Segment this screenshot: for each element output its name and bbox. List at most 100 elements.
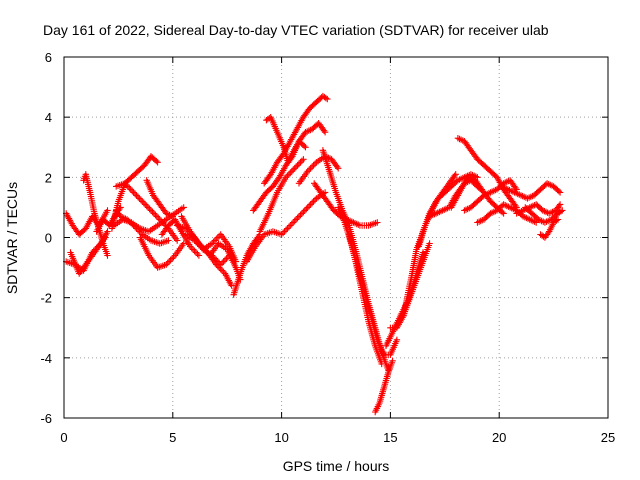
- y-tick-label: 6: [45, 50, 52, 65]
- data-point: [308, 163, 316, 170]
- data-point: [168, 255, 176, 262]
- series-arc-38: [498, 180, 564, 202]
- data-point: [153, 157, 160, 165]
- data-point: [192, 249, 200, 256]
- data-point: [300, 208, 307, 216]
- data-point: [302, 144, 309, 151]
- x-tick-label: 15: [383, 430, 397, 445]
- data-point: [152, 211, 159, 219]
- data-point: [555, 188, 562, 195]
- data-point: [214, 234, 221, 241]
- data-point: [292, 216, 300, 223]
- data-point: [306, 166, 313, 173]
- data-point: [126, 184, 133, 192]
- data-point: [131, 190, 139, 198]
- x-axis-label: GPS time / hours: [283, 458, 390, 474]
- data-point: [290, 166, 297, 173]
- data-point: [134, 193, 142, 201]
- data-point: [290, 219, 297, 226]
- data-point: [188, 244, 195, 252]
- data-point: [321, 129, 329, 136]
- data-point: [545, 229, 552, 237]
- data-point: [500, 210, 507, 217]
- data-point: [278, 231, 285, 238]
- series-arc-37: [474, 201, 540, 226]
- axis-ticks: 0 5 10 15 20 25 -6 -4 -2 0 2 4 6: [40, 50, 615, 445]
- data-point: [139, 198, 146, 205]
- x-tick-label: 0: [60, 430, 67, 445]
- y-tick-label: 2: [45, 170, 52, 185]
- data-point: [218, 267, 226, 274]
- series-arc-11: [137, 234, 187, 271]
- series-arc-18: [243, 189, 329, 265]
- data-point: [333, 163, 341, 170]
- data-point: [163, 261, 170, 268]
- series-arc-23: [295, 153, 342, 187]
- data-point: [287, 169, 294, 176]
- data-point: [189, 246, 197, 253]
- series-arc-41: [537, 216, 562, 241]
- x-tick-label: 20: [492, 430, 506, 445]
- data-point: [288, 168, 295, 175]
- data-point: [143, 202, 150, 210]
- data-point: [291, 217, 298, 225]
- data-point: [191, 247, 198, 255]
- data-point: [285, 171, 293, 178]
- data-point: [140, 199, 147, 207]
- series-arc-40: [522, 204, 566, 226]
- data-point: [220, 258, 227, 265]
- data-point: [512, 184, 519, 192]
- y-tick-label: 0: [45, 231, 52, 246]
- data-point: [187, 243, 194, 250]
- x-tick-label: 10: [274, 430, 288, 445]
- data-point: [154, 159, 161, 166]
- series-arc-15: [174, 222, 240, 265]
- data-point: [167, 256, 174, 264]
- series-arc-16: [206, 240, 244, 283]
- data-point: [378, 360, 385, 368]
- data-point: [324, 95, 331, 103]
- data-point: [311, 196, 319, 204]
- data-point: [335, 165, 342, 172]
- data-point: [137, 196, 145, 204]
- data-point: [295, 213, 303, 220]
- series-arc-36: [461, 177, 520, 214]
- data-point: [208, 240, 216, 247]
- series-arc-5: [93, 204, 124, 235]
- y-tick-label: -4: [40, 351, 52, 366]
- data-point: [559, 207, 566, 214]
- data-point: [189, 232, 197, 240]
- data-point: [301, 142, 308, 150]
- data-point: [150, 210, 158, 217]
- data-point: [297, 159, 304, 166]
- data-point: [322, 94, 329, 102]
- data-point: [452, 171, 459, 178]
- data-point: [284, 225, 291, 232]
- series-arc-35: [448, 177, 507, 217]
- data-point: [298, 210, 306, 217]
- data-point: [211, 237, 219, 244]
- data-point: [149, 208, 156, 216]
- data-point: [374, 219, 381, 226]
- data-point: [153, 213, 160, 220]
- data-point: [144, 204, 152, 211]
- data-point: [188, 231, 195, 238]
- data-point: [555, 202, 563, 210]
- data-point: [308, 199, 316, 207]
- data-point: [194, 250, 201, 258]
- grid: [64, 57, 608, 418]
- data-point: [218, 259, 226, 267]
- data-point: [294, 162, 301, 169]
- series-arc-28: [372, 357, 396, 416]
- series-arc-27: [345, 231, 385, 368]
- data-point: [282, 226, 290, 234]
- data-point: [210, 238, 217, 246]
- data-point: [281, 228, 288, 235]
- y-axis-label: SDTVAR / TECUs: [4, 182, 20, 294]
- data-point: [292, 163, 300, 170]
- data-point: [320, 127, 328, 134]
- data-point: [556, 189, 564, 196]
- data-point: [182, 225, 190, 232]
- data-point: [298, 157, 306, 164]
- data-point: [307, 165, 314, 172]
